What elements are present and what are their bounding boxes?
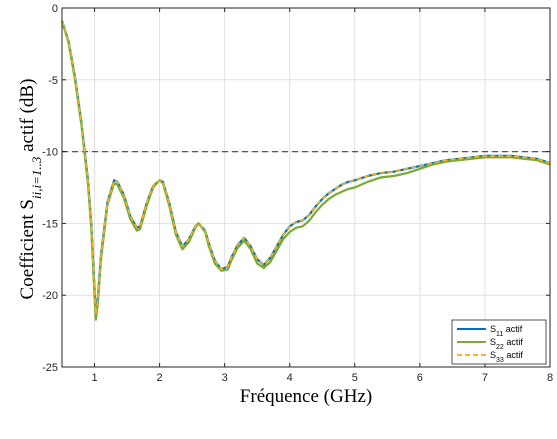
y-tick-label: -5 [48, 75, 58, 87]
axes [61, 7, 551, 368]
y-tick-label: -25 [42, 362, 58, 374]
plot-area [62, 8, 550, 367]
y-tick-labels: 0 -5 -10 -15 -20 -25 [42, 3, 58, 374]
y-tick-label: -10 [42, 147, 58, 159]
x-tick-label: 1 [91, 372, 97, 384]
series-line-22 [60, 20, 551, 321]
y-axis-label: Coefficient Sii,i=1..3 actif (dB) [17, 79, 44, 300]
legend-label-22: S22 actif [490, 337, 523, 351]
series-layer [60, 20, 551, 321]
y-tick-label: -15 [42, 218, 58, 230]
x-tick-label: 3 [222, 372, 228, 384]
axes-box [61, 7, 551, 368]
legend-label-33: S33 actif [490, 350, 523, 364]
x-tick-label: 7 [482, 372, 488, 384]
x-tick-label: 5 [352, 372, 358, 384]
x-tick-label: 4 [287, 372, 293, 384]
x-axis-label: Fréquence (GHz) [240, 386, 372, 407]
x-tick-label: 6 [417, 372, 423, 384]
x-tick-label: 2 [157, 372, 163, 384]
x-tick-labels: 1 2 3 4 5 6 7 8 [91, 372, 553, 384]
y-tick-label: -20 [42, 290, 58, 302]
series-line-33 [61, 20, 551, 315]
legend-label-11: S11 actif [490, 324, 523, 338]
y-tick-label: 0 [52, 3, 58, 15]
x-tick-label: 8 [547, 372, 553, 384]
plot-background [62, 8, 550, 367]
